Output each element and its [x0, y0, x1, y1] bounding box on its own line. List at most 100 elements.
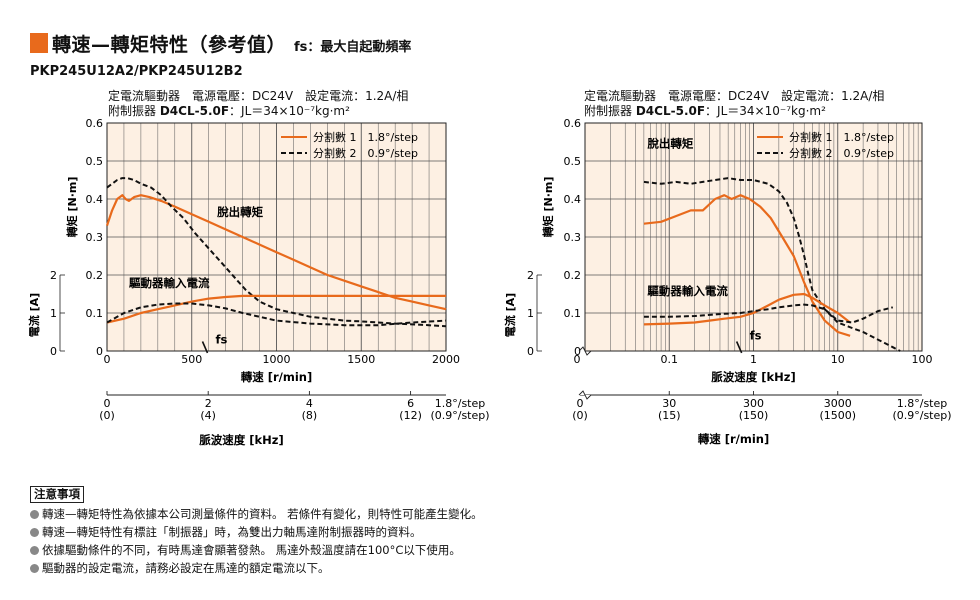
chart-annotation: fs [750, 329, 762, 343]
chart-annotation: 驅動器輸入電流 [129, 276, 210, 290]
rpm-tick-label2: (1500) [819, 409, 856, 422]
y-tick-label: 0.2 [86, 269, 104, 282]
torque-series-line [643, 177, 901, 352]
rpm-tick-label: 0 [577, 397, 584, 410]
chart-annotation: 脫出轉矩 [647, 137, 693, 151]
x-axis-label: 轉速 [r/min] [241, 370, 313, 384]
x-tick-label: 0.1 [661, 353, 679, 366]
x-tick-label: 1 [750, 353, 757, 366]
x-tick-label: 10 [831, 353, 845, 366]
fs-marker [201, 341, 209, 354]
pulse-tick-label: 6 [407, 397, 414, 410]
conditions-inertia: ：JL＝34×10⁻⁷kg·m² [705, 104, 826, 118]
current-series-line [643, 292, 851, 326]
pulse-tick-label2: (12) [399, 409, 422, 422]
conditions-prefix: 附制振器 [584, 104, 633, 118]
y-tick-label: 0 [96, 345, 103, 358]
x-tick-label: 1500 [347, 353, 375, 366]
current-series-line [106, 294, 446, 324]
current-axis-label: 電流 [A] [503, 293, 517, 337]
torque-series-line [106, 177, 447, 328]
conditions-line1: 定電流驅動器 電源電壓：DC24V 設定電流：1.2A/相 [584, 89, 885, 103]
pulse-tick-label: 0 [104, 397, 111, 410]
y-tick-label: 0.1 [86, 307, 104, 320]
x-tick-label: 2000 [432, 353, 460, 366]
x-axis-label: 脈波速度 [kHz] [711, 370, 795, 384]
torque-series-line [105, 194, 447, 311]
bullet-icon [30, 510, 39, 519]
y-tick-label: 0.4 [86, 193, 104, 206]
conditions-left: 定電流驅動器 電源電壓：DC24V 設定電流：1.2A/相 附制振器 D4CL-… [108, 89, 408, 119]
axis-break-mark [578, 346, 592, 356]
x-tick-label-zero: 0 [574, 353, 581, 366]
conditions-right: 定電流驅動器 電源電壓：DC24V 設定電流：1.2A/相 附制振器 D4CL-… [584, 89, 884, 119]
chart-left: 0.6 0.5 0.4 0.3 0.2 0.1 0 轉矩 [N·m] 2 1 0 電流 [A] 0 500… [27, 117, 490, 447]
x-tick-label: 100 [912, 353, 933, 366]
notes-section: 注意事項 轉速—轉矩特性為依據本公司測量條件的資料。 若條件有變化，則特性可能產… [30, 485, 483, 577]
y-tick-label: 0.4 [564, 193, 582, 206]
notes-title: 注意事項 [30, 486, 84, 503]
legend-label: 分割數 1 1.8°/step [313, 130, 418, 144]
note-item: 驅動器的設定電流，請務必設定在馬達的額定電流以下。 [30, 559, 483, 577]
y-axis-label: 轉矩 [N·m] [541, 177, 555, 238]
conditions-line2: 附制振器 D4CL-5.0F：JL＝34×10⁻⁷kg·m² [584, 104, 884, 119]
current-axis-label: 電流 [A] [27, 293, 41, 337]
current-tick-label: 0 [50, 345, 57, 358]
y-tick-label: 0.3 [564, 231, 582, 244]
legend-label: 分割數 2 0.9°/step [789, 146, 894, 160]
title-main: 轉速—轉矩特性（參考值） [52, 33, 287, 56]
x-tick-label: 1000 [263, 353, 291, 366]
chart-annotation: 驅動器輸入電流 [647, 284, 728, 298]
current-tick-label: 0 [527, 345, 534, 358]
conditions-damper: D4CL-5.0F [635, 104, 706, 118]
pulse-tick-label2: (0) [99, 409, 115, 422]
pulse-axis-label: 脈波速度 [kHz] [199, 433, 283, 447]
rpm-tick-label: 300 [743, 397, 764, 410]
note-text: 轉速—轉矩特性有標註「制振器」時，為雙出力軸馬達附制振器時的資料。 [42, 525, 422, 539]
pulse-tick-label: 2 [205, 397, 212, 410]
rpm-axis-label: 轉速 [r/min] [698, 432, 770, 446]
current-tick-label: 2 [527, 269, 534, 282]
chart-annotation: 脫出轉矩 [217, 205, 263, 219]
current-tick-label: 2 [50, 269, 57, 282]
conditions-damper: D4CL-5.0F [159, 104, 230, 118]
note-item: 轉速—轉矩特性為依據本公司測量條件的資料。 若條件有變化，則特性可能產生變化。 [30, 505, 483, 523]
conditions-inertia: ：JL＝34×10⁻⁷kg·m² [229, 104, 350, 118]
rpm-tick-label2: (15) [658, 409, 681, 422]
pulse-tick-label2: (4) [200, 409, 216, 422]
y-tick-label: 0.1 [564, 307, 582, 320]
page-title: 轉速—轉矩特性（參考值） fs：最大自起動頻率 [30, 30, 411, 56]
rpm-tick-label: 3000 [824, 397, 852, 410]
current-series-line [643, 303, 894, 324]
y-tick-label: 0.5 [564, 155, 582, 168]
current-tick-label: 1 [50, 307, 57, 320]
rpm-tick-label2: (150) [739, 409, 769, 422]
pulse-tick-label2: (8) [302, 409, 318, 422]
note-text: 依據驅動條件的不同，有時馬達會顯著發熱。 馬達外殼溫度請在100°C以下使用。 [42, 543, 461, 557]
y-tick-label: 0.3 [86, 231, 104, 244]
rpm-tick-label2: (0) [572, 409, 588, 422]
note-item: 依據驅動條件的不同，有時馬達會顯著發熱。 馬達外殼溫度請在100°C以下使用。 [30, 541, 483, 559]
series-group [105, 177, 447, 328]
series-group [643, 177, 901, 352]
axis-break-mark [578, 390, 592, 400]
x-tick-label: 500 [181, 353, 202, 366]
pulse-axis-unit: 1.8°/step [435, 397, 486, 410]
legend-label: 分割數 1 1.8°/step [789, 130, 894, 144]
pulse-axis-unit2: (0.9°/step) [430, 409, 489, 422]
plot-frame [584, 122, 923, 352]
rpm-axis-unit: 1.8°/step [897, 397, 948, 410]
note-text: 驅動器的設定電流，請務必設定在馬達的額定電流以下。 [42, 561, 330, 575]
bullet-icon [30, 546, 39, 555]
model-name: PKP245U12A2/PKP245U12B2 [30, 64, 243, 79]
y-tick-label: 0.6 [564, 117, 582, 130]
note-text: 轉速—轉矩特性為依據本公司測量條件的資料。 若條件有變化，則特性可能產生變化。 [42, 507, 483, 521]
conditions-line1: 定電流驅動器 電源電壓：DC24V 設定電流：1.2A/相 [108, 89, 409, 103]
rpm-axis-unit2: (0.9°/step) [892, 409, 951, 422]
y-tick-label: 0.2 [564, 269, 582, 282]
legend-label: 分割數 2 0.9°/step [313, 146, 418, 160]
y-axis-label: 轉矩 [N·m] [65, 177, 79, 238]
torque-series-line [643, 194, 851, 337]
